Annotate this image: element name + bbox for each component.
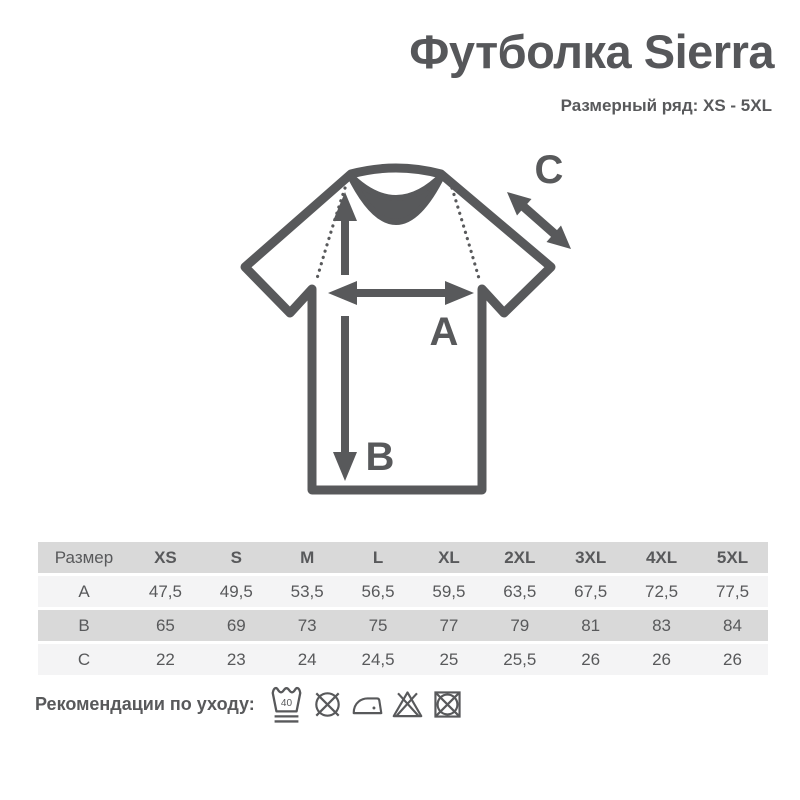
tshirt-collar <box>346 171 446 225</box>
size-table-header-row: Размер XS S M L XL 2XL 3XL 4XL 5XL <box>38 542 768 573</box>
care-instructions: Рекомендации по уходу: 40 <box>35 682 463 726</box>
measurement-label-cell: C <box>38 644 130 675</box>
size-table-row: A 47,5 49,5 53,5 56,5 59,5 63,5 67,5 72,5 77,5 <box>38 576 768 607</box>
size-column-header: 3XL <box>555 542 627 573</box>
measurement-value-cell: 25 <box>413 644 485 675</box>
measurement-value-cell: 73 <box>271 610 343 641</box>
measurement-value-cell: 49,5 <box>200 576 272 607</box>
size-table: Размер XS S M L XL 2XL 3XL 4XL 5XL A 47,5 49,5 53,5 56… <box>38 539 768 678</box>
size-table-row: B 65 69 73 75 77 79 81 83 84 <box>38 610 768 641</box>
care-instructions-label: Рекомендации по уходу: <box>35 693 255 714</box>
measurement-value-cell: 77 <box>413 610 485 641</box>
measurement-value-cell: 79 <box>484 610 556 641</box>
length-arrow-b <box>333 192 357 481</box>
left-seam-dotted-line <box>314 186 347 284</box>
do-not-dry-clean-icon <box>314 691 340 717</box>
measurement-value-cell: 25,5 <box>484 644 556 675</box>
measurement-value-cell: 69 <box>200 610 272 641</box>
wash-40-gentle-icon: 40 <box>271 686 302 723</box>
measurement-value-cell: 67,5 <box>555 576 627 607</box>
label-c: C <box>535 148 564 192</box>
measurement-label-cell: A <box>38 576 130 607</box>
measurement-value-cell: 24,5 <box>342 644 414 675</box>
measurement-label-cell: B <box>38 610 130 641</box>
iron-low-temp-icon <box>352 696 383 714</box>
size-column-header: 2XL <box>484 542 556 573</box>
label-a: A <box>430 310 459 354</box>
measurement-value-cell: 65 <box>130 610 201 641</box>
measurement-value-cell: 22 <box>130 644 201 675</box>
right-seam-dotted-line <box>450 186 482 284</box>
size-table-corner-header: Размер <box>38 542 130 573</box>
size-column-header: XL <box>413 542 485 573</box>
size-column-header: 5XL <box>697 542 768 573</box>
width-arrow-a <box>328 281 474 305</box>
size-column-header: 4XL <box>626 542 697 573</box>
measurement-value-cell: 83 <box>626 610 697 641</box>
measurement-value-cell: 81 <box>555 610 627 641</box>
measurement-value-cell: 63,5 <box>484 576 556 607</box>
sleeve-arrow-c <box>507 192 571 249</box>
measurement-value-cell: 47,5 <box>130 576 201 607</box>
size-column-header: XS <box>130 542 201 573</box>
measurement-value-cell: 24 <box>271 644 343 675</box>
measurement-value-cell: 56,5 <box>342 576 414 607</box>
label-b: B <box>366 435 395 479</box>
size-column-header: S <box>200 542 272 573</box>
measurement-value-cell: 77,5 <box>697 576 768 607</box>
measurement-value-cell: 53,5 <box>271 576 343 607</box>
svg-text:40: 40 <box>281 698 293 709</box>
measurement-value-cell: 26 <box>555 644 627 675</box>
measurement-value-cell: 75 <box>342 610 414 641</box>
tshirt-measurement-diagram: A B C <box>240 148 571 495</box>
measurement-value-cell: 26 <box>626 644 697 675</box>
size-range-subtitle: Размерный ряд: XS - 5XL <box>560 96 772 115</box>
size-column-header: M <box>271 542 343 573</box>
size-table-row: C 22 23 24 24,5 25 25,5 26 26 26 <box>38 644 768 675</box>
page-title: Футболка Sierra <box>409 25 774 78</box>
care-icons-row: 40 <box>270 682 463 726</box>
measurement-value-cell: 72,5 <box>626 576 697 607</box>
tshirt-outline <box>240 163 556 495</box>
do-not-tumble-dry-icon <box>434 690 461 718</box>
measurement-value-cell: 26 <box>697 644 768 675</box>
measurement-value-cell: 23 <box>200 644 272 675</box>
do-not-bleach-icon <box>392 690 423 717</box>
measurement-value-cell: 84 <box>697 610 768 641</box>
size-column-header: L <box>342 542 414 573</box>
measurement-value-cell: 59,5 <box>413 576 485 607</box>
